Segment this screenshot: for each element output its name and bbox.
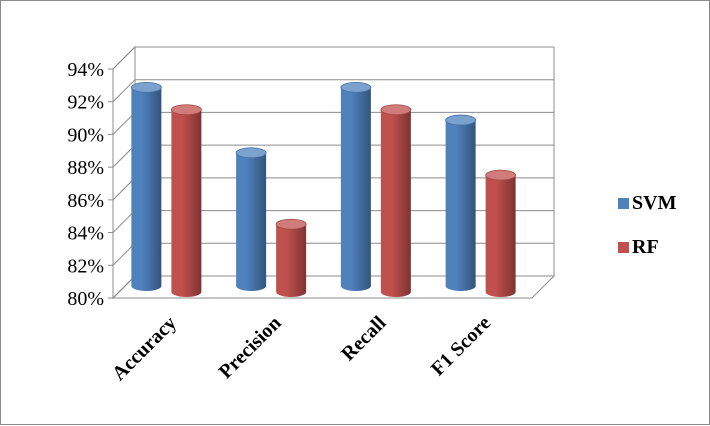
bar-top [275,218,307,230]
y-tick-label: 86% [67,190,104,212]
gridline-side [112,79,136,103]
y-tick-label: 84% [67,223,104,245]
bar-rf-recall [380,104,412,297]
y-tick-label: 90% [67,124,104,146]
x-axis-category-labels: Accuracy Precision Recall F1 Score [108,312,495,385]
x-category-label: Accuracy [108,312,181,385]
y-tick-label: 82% [67,255,104,277]
bar-top [130,81,162,93]
legend-item-svm: SVM [618,192,677,214]
y-tick-label: 80% [67,288,104,310]
bar-body [445,120,476,291]
bar-rf-precision [275,218,307,297]
gridline-side [112,177,136,201]
x-category-label: F1 Score [427,312,495,380]
gridline-side [112,242,136,266]
legend-swatch [618,198,629,209]
gridline-side [112,275,136,299]
gridline-side [112,210,136,233]
bar-body [131,87,162,291]
bar-top [170,104,202,116]
bar-top [235,147,267,159]
y-tick-label: 88% [67,157,104,179]
bar-svm-accuracy [130,81,162,291]
y-axis-tick-labels: 80% 82% 84% 86% 88% 90% 92% 94% [67,59,104,310]
legend-label: RF [632,236,659,258]
bar-top [445,114,477,126]
bar-body [171,109,202,297]
legend-label: SVM [632,192,677,214]
gridline-side [112,112,136,135]
legend: SVM RF [618,192,677,258]
bar-top [485,169,517,181]
x-category-label: Precision [215,312,286,383]
bar-body [236,152,267,291]
bar-svm-f1-score [445,114,477,291]
bar-body [485,175,516,297]
y-tick-label: 94% [67,59,104,81]
y-tick-label: 92% [67,92,104,114]
legend-item-rf: RF [618,236,659,258]
bar-rf-accuracy [170,104,202,297]
bars [130,81,517,297]
bar-body [340,87,371,291]
x-category-label: Recall [337,312,391,366]
bar-svm-recall [340,81,372,291]
legend-swatch [618,242,629,253]
gridline-side [112,144,136,168]
gridline-side [112,46,136,70]
bar-body [380,109,411,297]
bar-svm-precision [235,147,267,291]
bar-top [340,81,372,93]
bar-top [380,104,412,116]
bar-rf-f1-score [485,169,517,297]
bar-body [276,224,307,297]
